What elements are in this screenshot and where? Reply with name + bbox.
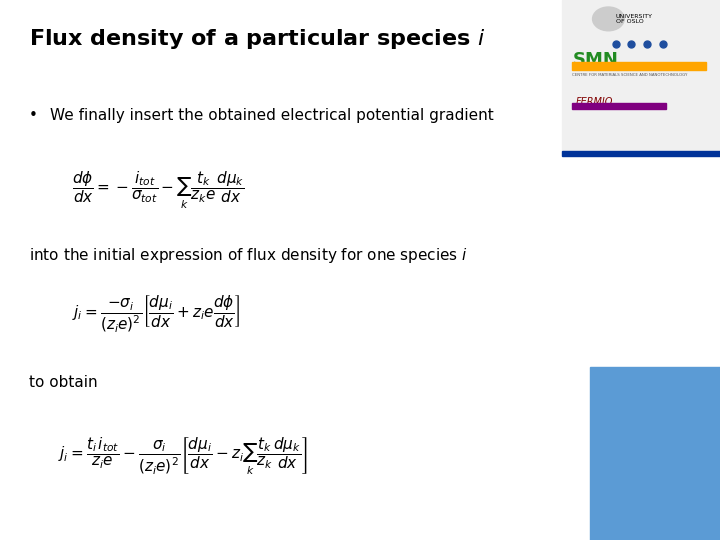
Text: $j_i = \dfrac{-\sigma_i}{(z_i e)^2}\left[\dfrac{d\mu_i}{dx} + z_i e\dfrac{d\phi}: $j_i = \dfrac{-\sigma_i}{(z_i e)^2}\left… (72, 294, 240, 335)
Text: Flux density of a particular species $\mathit{i}$: Flux density of a particular species $\m… (29, 27, 485, 51)
Text: •: • (29, 108, 37, 123)
Bar (590, 367, 720, 540)
Text: We finally insert the obtained electrical potential gradient: We finally insert the obtained electrica… (50, 108, 494, 123)
Text: SMN: SMN (572, 51, 618, 69)
Bar (562, 0, 720, 151)
Bar (572, 103, 666, 109)
Text: $\dfrac{d\phi}{dx} = -\dfrac{i_{tot}}{\sigma_{tot}} - \sum_k \dfrac{t_k}{z_k e} : $\dfrac{d\phi}{dx} = -\dfrac{i_{tot}}{\s… (72, 170, 245, 211)
Text: into the initial expression of flux density for one species $i$: into the initial expression of flux dens… (29, 246, 468, 265)
Text: FERMIO: FERMIO (576, 97, 613, 107)
Bar (572, 62, 706, 70)
Text: to obtain: to obtain (29, 375, 97, 390)
Circle shape (593, 7, 624, 31)
Text: CENTRE FOR MATERIALS SCIENCE AND NANOTECHNOLOGY: CENTRE FOR MATERIALS SCIENCE AND NANOTEC… (572, 73, 688, 77)
Text: UNIVERSITY
OF OSLO: UNIVERSITY OF OSLO (616, 14, 652, 24)
Text: $j_i = \dfrac{t_i\, i_{tot}}{z_i e} - \dfrac{\sigma_i}{(z_i e)^2}\left[\dfrac{d\: $j_i = \dfrac{t_i\, i_{tot}}{z_i e} - \d… (58, 435, 307, 476)
Bar (562, 151, 720, 156)
